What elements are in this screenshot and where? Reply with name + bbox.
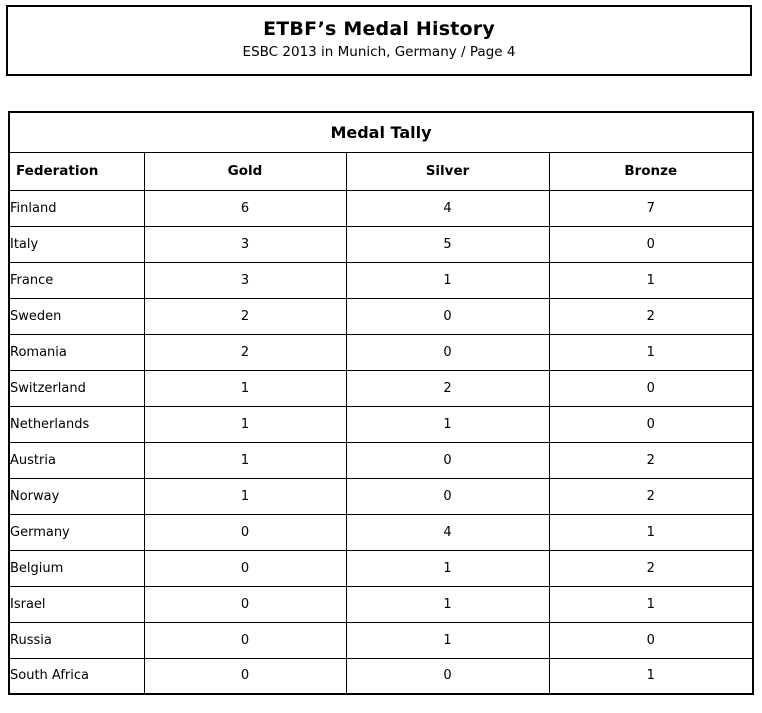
medal-table-body: Finland 6 4 7 Italy 3 5 0 France 3 1 1 Sweden 2 0 2 Roma…	[8, 189, 754, 695]
gold-cell: 0	[143, 549, 347, 587]
gold-cell: 0	[143, 657, 347, 695]
table-row: Austria 1 0 2	[8, 441, 754, 479]
gold-cell: 1	[143, 405, 347, 443]
silver-cell: 1	[345, 585, 550, 623]
federation-cell: Germany	[8, 513, 145, 551]
federation-cell: Austria	[8, 441, 145, 479]
column-header-gold: Gold	[143, 151, 347, 191]
table-row: Israel 0 1 1	[8, 585, 754, 623]
bronze-cell: 0	[548, 225, 754, 263]
silver-cell: 1	[345, 621, 550, 659]
column-header-federation: Federation	[8, 151, 145, 191]
gold-cell: 2	[143, 333, 347, 371]
page-header-box: ETBF’s Medal History ESBC 2013 in Munich…	[6, 5, 752, 76]
federation-cell: Israel	[8, 585, 145, 623]
table-row: Germany 0 4 1	[8, 513, 754, 551]
bronze-cell: 1	[548, 585, 754, 623]
federation-cell: Norway	[8, 477, 145, 515]
bronze-cell: 1	[548, 657, 754, 695]
bronze-cell: 2	[548, 549, 754, 587]
column-header-bronze: Bronze	[548, 151, 754, 191]
federation-cell: Finland	[8, 189, 145, 227]
table-row: Finland 6 4 7	[8, 189, 754, 227]
table-row: Belgium 0 1 2	[8, 549, 754, 587]
gold-cell: 0	[143, 513, 347, 551]
silver-cell: 1	[345, 261, 550, 299]
gold-cell: 3	[143, 225, 347, 263]
silver-cell: 4	[345, 513, 550, 551]
gold-cell: 2	[143, 297, 347, 335]
federation-cell: Netherlands	[8, 405, 145, 443]
bronze-cell: 2	[548, 477, 754, 515]
bronze-cell: 1	[548, 513, 754, 551]
bronze-cell: 0	[548, 369, 754, 407]
medal-tally-table: Medal Tally Federation Gold Silver Bronz…	[8, 111, 754, 695]
federation-cell: France	[8, 261, 145, 299]
silver-cell: 4	[345, 189, 550, 227]
federation-cell: Russia	[8, 621, 145, 659]
silver-cell: 1	[345, 405, 550, 443]
silver-cell: 0	[345, 441, 550, 479]
bronze-cell: 2	[548, 441, 754, 479]
table-row: Italy 3 5 0	[8, 225, 754, 263]
gold-cell: 3	[143, 261, 347, 299]
silver-cell: 5	[345, 225, 550, 263]
table-row: Switzerland 1 2 0	[8, 369, 754, 407]
federation-cell: Italy	[8, 225, 145, 263]
silver-cell: 1	[345, 549, 550, 587]
silver-cell: 0	[345, 657, 550, 695]
table-row: South Africa 0 0 1	[8, 657, 754, 695]
table-row: Netherlands 1 1 0	[8, 405, 754, 443]
gold-cell: 1	[143, 477, 347, 515]
federation-cell: South Africa	[8, 657, 145, 695]
column-header-silver: Silver	[345, 151, 550, 191]
federation-cell: Switzerland	[8, 369, 145, 407]
gold-cell: 1	[143, 441, 347, 479]
gold-cell: 1	[143, 369, 347, 407]
table-row: Romania 2 0 1	[8, 333, 754, 371]
bronze-cell: 0	[548, 405, 754, 443]
table-caption-row: Medal Tally	[8, 111, 754, 153]
table-row: Russia 0 1 0	[8, 621, 754, 659]
page-title: ETBF’s Medal History	[263, 18, 495, 40]
gold-cell: 6	[143, 189, 347, 227]
silver-cell: 0	[345, 477, 550, 515]
table-caption: Medal Tally	[8, 111, 754, 153]
table-column-header-row: Federation Gold Silver Bronze	[8, 151, 754, 191]
federation-cell: Romania	[8, 333, 145, 371]
bronze-cell: 0	[548, 621, 754, 659]
bronze-cell: 7	[548, 189, 754, 227]
silver-cell: 0	[345, 333, 550, 371]
silver-cell: 2	[345, 369, 550, 407]
bronze-cell: 2	[548, 297, 754, 335]
table-row: Sweden 2 0 2	[8, 297, 754, 335]
page-subtitle: ESBC 2013 in Munich, Germany / Page 4	[242, 44, 516, 60]
bronze-cell: 1	[548, 333, 754, 371]
bronze-cell: 1	[548, 261, 754, 299]
table-row: Norway 1 0 2	[8, 477, 754, 515]
gold-cell: 0	[143, 621, 347, 659]
federation-cell: Belgium	[8, 549, 145, 587]
federation-cell: Sweden	[8, 297, 145, 335]
silver-cell: 0	[345, 297, 550, 335]
gold-cell: 0	[143, 585, 347, 623]
table-row: France 3 1 1	[8, 261, 754, 299]
